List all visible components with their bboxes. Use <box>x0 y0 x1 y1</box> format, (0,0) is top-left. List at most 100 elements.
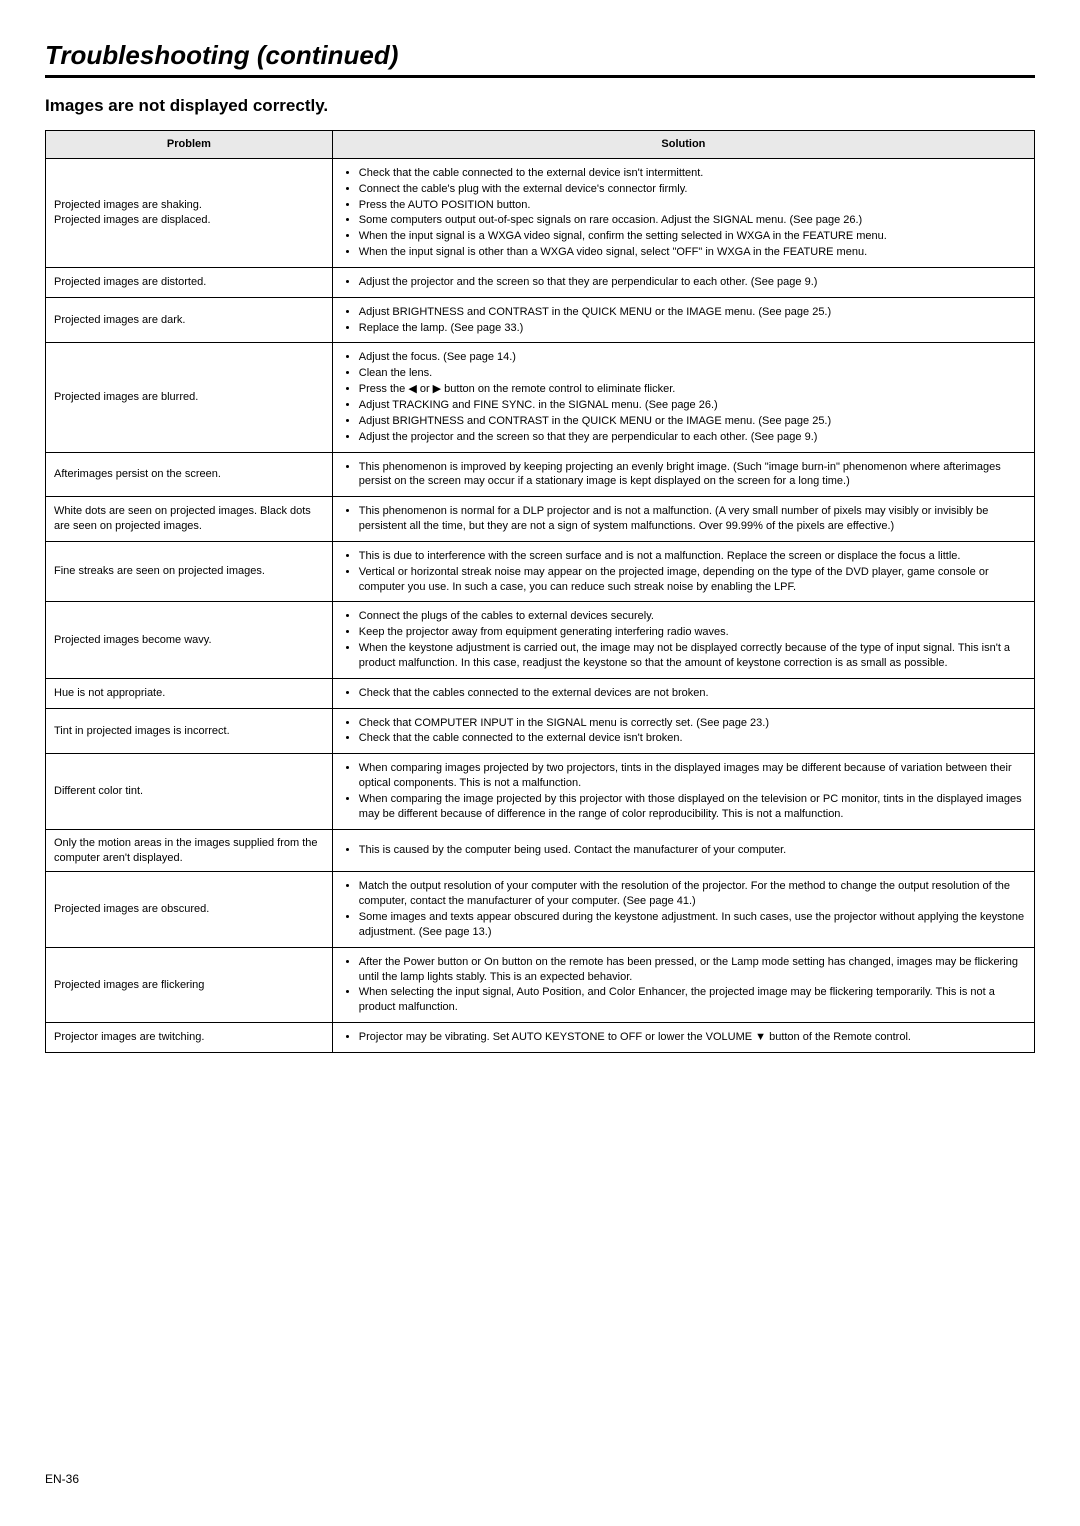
solution-list: This phenomenon is improved by keeping p… <box>341 460 1026 490</box>
solution-item: Check that the cables connected to the e… <box>359 686 1026 701</box>
problem-text: Projected images are dark. <box>54 314 185 326</box>
solution-list: Connect the plugs of the cables to exter… <box>341 609 1026 670</box>
solution-cell: This phenomenon is improved by keeping p… <box>332 452 1034 497</box>
solution-item: Press the AUTO POSITION button. <box>359 198 1026 213</box>
problem-cell: Hue is not appropriate. <box>46 678 333 708</box>
solution-item: Keep the projector away from equipment g… <box>359 625 1026 640</box>
problem-text: Hue is not appropriate. <box>54 687 165 699</box>
table-row: Projected images are flickering After the… <box>46 947 1035 1022</box>
table-row: Fine streaks are seen on projected image… <box>46 541 1035 602</box>
solution-cell: This is due to interference with the scr… <box>332 541 1034 602</box>
problem-text: Fine streaks are seen on projected image… <box>54 565 265 577</box>
problem-text: Afterimages persist on the screen. <box>54 468 221 480</box>
solution-item: After the Power button or On button on t… <box>359 955 1026 985</box>
table-row: Projected images are shaking.Projected i… <box>46 158 1035 267</box>
table-row: Different color tint. When comparing imag… <box>46 754 1035 829</box>
solution-item: Press the ◀ or ▶ button on the remote co… <box>359 382 1026 397</box>
problem-cell: Projected images are flickering <box>46 947 333 1022</box>
problem-cell: Projected images become wavy. <box>46 602 333 678</box>
solution-item: This is caused by the computer being use… <box>359 843 1026 858</box>
solution-list: After the Power button or On button on t… <box>341 955 1026 1015</box>
solution-cell: This phenomenon is normal for a DLP proj… <box>332 497 1034 542</box>
solution-item: Check that COMPUTER INPUT in the SIGNAL … <box>359 716 1026 731</box>
solution-list: Check that the cables connected to the e… <box>341 686 1026 701</box>
solution-cell: Check that the cables connected to the e… <box>332 678 1034 708</box>
solution-item: Connect the cable's plug with the extern… <box>359 182 1026 197</box>
problem-cell: Projected images are blurred. <box>46 343 333 452</box>
problem-cell: Fine streaks are seen on projected image… <box>46 541 333 602</box>
solution-cell: Adjust BRIGHTNESS and CONTRAST in the QU… <box>332 297 1034 343</box>
solution-item: This phenomenon is improved by keeping p… <box>359 460 1026 490</box>
table-row: Projected images become wavy. Connect the… <box>46 602 1035 678</box>
solution-list: Adjust the projector and the screen so t… <box>341 275 1026 290</box>
table-row: Projected images are obscured. Match the … <box>46 872 1035 947</box>
solution-list: Check that the cable connected to the ex… <box>341 166 1026 260</box>
solution-cell: This is caused by the computer being use… <box>332 829 1034 872</box>
solution-cell: Check that the cable connected to the ex… <box>332 158 1034 267</box>
problem-text: Projected images are distorted. <box>54 276 206 288</box>
solution-item: Check that the cable connected to the ex… <box>359 166 1026 181</box>
solution-item: Adjust the focus. (See page 14.) <box>359 350 1026 365</box>
solution-item: When the input signal is other than a WX… <box>359 245 1026 260</box>
problem-cell: Projector images are twitching. <box>46 1023 333 1053</box>
problem-cell: Projected images are shaking.Projected i… <box>46 158 333 267</box>
problem-cell: Projected images are distorted. <box>46 267 333 297</box>
problem-text: Projected images are shaking. <box>54 199 202 211</box>
solution-item: Adjust BRIGHTNESS and CONTRAST in the QU… <box>359 305 1026 320</box>
problem-cell: Different color tint. <box>46 754 333 829</box>
solution-item: Adjust the projector and the screen so t… <box>359 430 1026 445</box>
table-row: Only the motion areas in the images supp… <box>46 829 1035 872</box>
problem-text: Projected images are obscured. <box>54 903 209 915</box>
table-row: White dots are seen on projected images.… <box>46 497 1035 542</box>
troubleshooting-table: Problem Solution Projected images are sh… <box>45 130 1035 1053</box>
solution-list: This is due to interference with the scr… <box>341 549 1026 595</box>
table-row: Afterimages persist on the screen. This p… <box>46 452 1035 497</box>
table-row: Tint in projected images is incorrect. Ch… <box>46 708 1035 754</box>
solution-item: When selecting the input signal, Auto Po… <box>359 985 1026 1015</box>
header-solution: Solution <box>332 131 1034 159</box>
solution-item: Projector may be vibrating. Set AUTO KEY… <box>359 1030 1026 1045</box>
solution-cell: Adjust the focus. (See page 14.)Clean th… <box>332 343 1034 452</box>
solution-list: Check that COMPUTER INPUT in the SIGNAL … <box>341 716 1026 747</box>
solution-list: Adjust the focus. (See page 14.)Clean th… <box>341 350 1026 444</box>
solution-list: Adjust BRIGHTNESS and CONTRAST in the QU… <box>341 305 1026 336</box>
problem-cell: Tint in projected images is incorrect. <box>46 708 333 754</box>
solution-item: When comparing images projected by two p… <box>359 761 1026 791</box>
problem-cell: Projected images are dark. <box>46 297 333 343</box>
solution-cell: When comparing images projected by two p… <box>332 754 1034 829</box>
problem-text: Projected images are flickering <box>54 979 204 991</box>
solution-item: Vertical or horizontal streak noise may … <box>359 565 1026 595</box>
solution-item: When the keystone adjustment is carried … <box>359 641 1026 671</box>
section-title: Images are not displayed correctly. <box>45 96 1035 116</box>
solution-list: Projector may be vibrating. Set AUTO KEY… <box>341 1030 1026 1045</box>
page-footer: EN-36 <box>45 1472 79 1486</box>
solution-item: Connect the plugs of the cables to exter… <box>359 609 1026 624</box>
problem-cell: White dots are seen on projected images.… <box>46 497 333 542</box>
solution-list: When comparing images projected by two p… <box>341 761 1026 821</box>
solution-item: Some images and texts appear obscured du… <box>359 910 1026 940</box>
problem-text: Tint in projected images is incorrect. <box>54 725 230 737</box>
solution-cell: Connect the plugs of the cables to exter… <box>332 602 1034 678</box>
solution-cell: After the Power button or On button on t… <box>332 947 1034 1022</box>
solution-cell: Projector may be vibrating. Set AUTO KEY… <box>332 1023 1034 1053</box>
problem-text: Different color tint. <box>54 785 143 797</box>
table-row: Projected images are distorted. Adjust th… <box>46 267 1035 297</box>
solution-item: Clean the lens. <box>359 366 1026 381</box>
problem-cell: Afterimages persist on the screen. <box>46 452 333 497</box>
solution-item: When comparing the image projected by th… <box>359 792 1026 822</box>
table-row: Hue is not appropriate. Check that the ca… <box>46 678 1035 708</box>
problem-cell: Projected images are obscured. <box>46 872 333 947</box>
table-header-row: Problem Solution <box>46 131 1035 159</box>
solution-item: Adjust BRIGHTNESS and CONTRAST in the QU… <box>359 414 1026 429</box>
solution-item: This phenomenon is normal for a DLP proj… <box>359 504 1026 534</box>
solution-item: Match the output resolution of your comp… <box>359 879 1026 909</box>
table-row: Projected images are blurred.Adjust the … <box>46 343 1035 452</box>
solution-item: Replace the lamp. (See page 33.) <box>359 321 1026 336</box>
solution-item: Adjust the projector and the screen so t… <box>359 275 1026 290</box>
solution-list: This is caused by the computer being use… <box>341 843 1026 858</box>
problem-text: Only the motion areas in the images supp… <box>54 837 318 864</box>
page-title: Troubleshooting (continued) <box>45 40 1035 71</box>
solution-item: When the input signal is a WXGA video si… <box>359 229 1026 244</box>
solution-item: Adjust TRACKING and FINE SYNC. in the SI… <box>359 398 1026 413</box>
problem-text: Projected images become wavy. <box>54 634 212 646</box>
